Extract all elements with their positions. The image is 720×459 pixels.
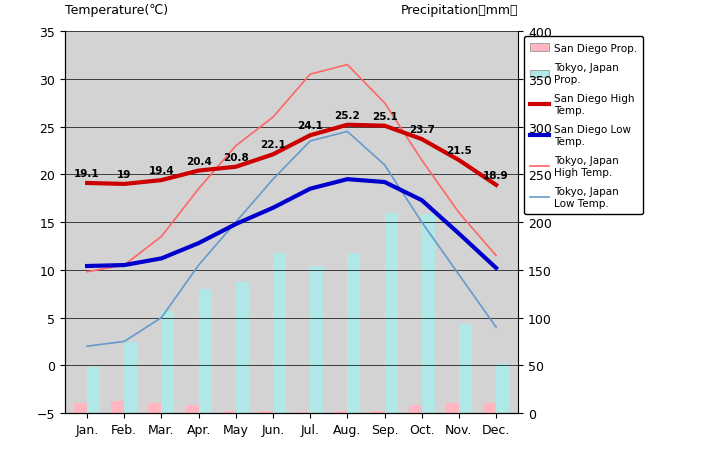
Bar: [161, 311, 174, 413]
Bar: [236, 283, 249, 413]
Bar: [125, 342, 138, 413]
Text: 25.1: 25.1: [372, 112, 397, 122]
Text: 23.7: 23.7: [409, 125, 435, 135]
Bar: [310, 266, 323, 413]
Text: 22.1: 22.1: [260, 140, 286, 150]
Bar: [459, 325, 472, 413]
Text: Precipitation（mm）: Precipitation（mm）: [401, 4, 518, 17]
Text: 24.1: 24.1: [297, 121, 323, 131]
Bar: [483, 403, 496, 413]
Bar: [199, 289, 212, 413]
Bar: [384, 213, 397, 413]
Text: 21.5: 21.5: [446, 146, 472, 156]
Bar: [112, 401, 125, 413]
Bar: [334, 411, 347, 413]
Bar: [347, 253, 361, 413]
Bar: [74, 403, 87, 413]
Text: 19: 19: [117, 170, 132, 179]
Bar: [372, 411, 384, 413]
Bar: [496, 364, 509, 413]
Bar: [87, 367, 100, 413]
Text: 20.4: 20.4: [186, 156, 212, 166]
Bar: [297, 412, 310, 413]
Bar: [186, 405, 199, 413]
Bar: [273, 253, 286, 413]
Bar: [409, 405, 422, 413]
Legend: San Diego Prop., Tokyo, Japan
Prop., San Diego High
Temp., San Diego Low
Temp., : San Diego Prop., Tokyo, Japan Prop., San…: [523, 37, 643, 214]
Text: 18.9: 18.9: [483, 171, 509, 180]
Bar: [446, 403, 459, 413]
Bar: [260, 411, 273, 413]
Bar: [148, 403, 161, 413]
Text: 19.1: 19.1: [74, 168, 100, 179]
Text: 20.8: 20.8: [223, 152, 248, 162]
Text: Temperature(℃): Temperature(℃): [65, 4, 168, 17]
Text: 19.4: 19.4: [148, 166, 174, 176]
Bar: [222, 411, 236, 413]
Text: 25.2: 25.2: [335, 111, 360, 121]
Bar: [422, 215, 435, 413]
